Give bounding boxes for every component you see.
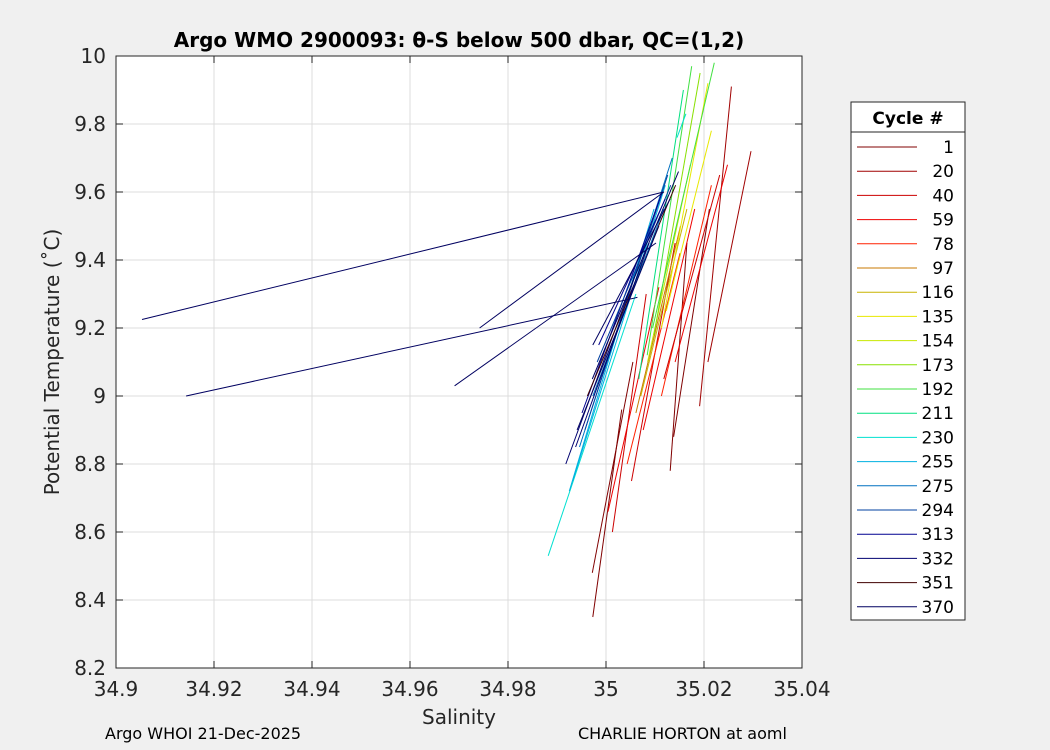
series-line: [591, 171, 679, 380]
legend-entry-label: 78: [932, 235, 954, 255]
series-line: [674, 164, 728, 363]
y-tick-label: 9.8: [74, 112, 106, 136]
y-axis-label: Potential Temperature (˚C): [40, 229, 64, 496]
y-tick-label: 9: [93, 384, 106, 408]
legend-entry-label: 20: [932, 162, 954, 182]
legend-entry-label: 173: [922, 356, 954, 376]
legend-entry-label: 275: [922, 477, 954, 497]
legend-entry-label: 154: [922, 332, 954, 352]
legend-title: Cycle #: [872, 109, 943, 129]
y-tick-label: 8.8: [74, 452, 106, 476]
y-tick-label: 9.4: [74, 248, 106, 272]
chart-title: Argo WMO 2900093: θ-S below 500 dbar, QC…: [174, 28, 744, 52]
series-line: [640, 208, 688, 397]
footer-left-text: Argo WHOI 21-Dec-2025: [105, 724, 302, 743]
legend-entry-label: 332: [922, 549, 954, 569]
legend: Cycle # 1 20 40 59 78 97 116 135 154 173 192 211 230…: [850, 101, 966, 621]
y-tick-labels: 8.2 8.4 8.6 8.8 9 9.2 9.4 9.6 9.8 10: [74, 44, 106, 680]
series-line: [565, 276, 635, 465]
series-line: [699, 86, 732, 407]
legend-box: [850, 101, 966, 621]
y-tick-label: 8.2: [74, 656, 106, 680]
legend-entry-label: 370: [922, 598, 954, 618]
x-axis-label: Salinity: [422, 705, 496, 729]
y-tick-label: 9.6: [74, 180, 106, 204]
series-line: [631, 242, 676, 482]
legend-entry-label: 40: [932, 186, 954, 206]
y-tick-label: 8.4: [74, 588, 106, 612]
series-line: [591, 361, 634, 573]
x-tick-label: 34.96: [381, 677, 438, 701]
x-tick-label: 35.04: [773, 677, 830, 701]
x-tick-label: 34.98: [479, 677, 536, 701]
series-line: [646, 66, 693, 356]
series-line: [663, 174, 721, 380]
legend-entries: 1 20 40 59 78 97 116 135 154 173 192 211 230 255 275 29…: [857, 138, 954, 618]
series-line: [479, 191, 665, 329]
legend-entry-label: 97: [932, 259, 954, 279]
legend-entry-label: 211: [922, 404, 954, 424]
x-tick-label: 34.94: [283, 677, 340, 701]
series-line: [707, 151, 752, 363]
y-tick-label: 10: [81, 44, 106, 68]
series-line: [575, 242, 650, 448]
plot-area: [116, 56, 802, 668]
legend-entry-label: 351: [922, 574, 954, 594]
series-line: [642, 208, 696, 431]
series-line: [607, 287, 660, 512]
series-line: [611, 293, 647, 533]
x-tick-label: 34.9: [94, 677, 139, 701]
legend-entry-label: 59: [932, 211, 954, 231]
series-line: [592, 198, 671, 346]
x-tick-label: 34.92: [185, 677, 242, 701]
legend-entry-label: 116: [922, 283, 954, 303]
x-tick-label: 35.02: [675, 677, 732, 701]
series-line: [454, 242, 657, 387]
series-line: [185, 296, 638, 397]
series-line: [653, 72, 701, 335]
legend-entry-label: 192: [922, 380, 954, 400]
series-line: [676, 113, 687, 138]
series-line: [665, 130, 712, 312]
legend-entry-label: 294: [922, 501, 954, 521]
x-tick-label: 35: [593, 677, 618, 701]
series-line: [652, 62, 715, 329]
y-tick-label: 8.6: [74, 520, 106, 544]
series-line: [638, 89, 684, 380]
series-line: [547, 293, 637, 556]
legend-entry-label: 313: [922, 525, 954, 545]
plot-frame: [115, 55, 803, 669]
footer-right-text: CHARLIE HORTON at aoml: [578, 724, 787, 743]
series-line: [669, 242, 688, 471]
axis-ticks: [115, 55, 803, 669]
series-line: [576, 225, 660, 431]
legend-entry-label: 1: [943, 138, 954, 158]
legend-entry-label: 135: [922, 307, 954, 327]
series-line: [660, 185, 712, 397]
series-line: [626, 253, 681, 465]
x-tick-labels: 34.9 34.92 34.94 34.96 34.98 35 35.02 35.04: [94, 677, 831, 701]
series-line: [635, 225, 681, 414]
legend-entry-label: 230: [922, 428, 954, 448]
series-line: [673, 208, 710, 437]
series-layer: [141, 62, 752, 618]
legend-entry-label: 255: [922, 453, 954, 473]
series-line: [141, 191, 664, 320]
y-tick-label: 9.2: [74, 316, 106, 340]
